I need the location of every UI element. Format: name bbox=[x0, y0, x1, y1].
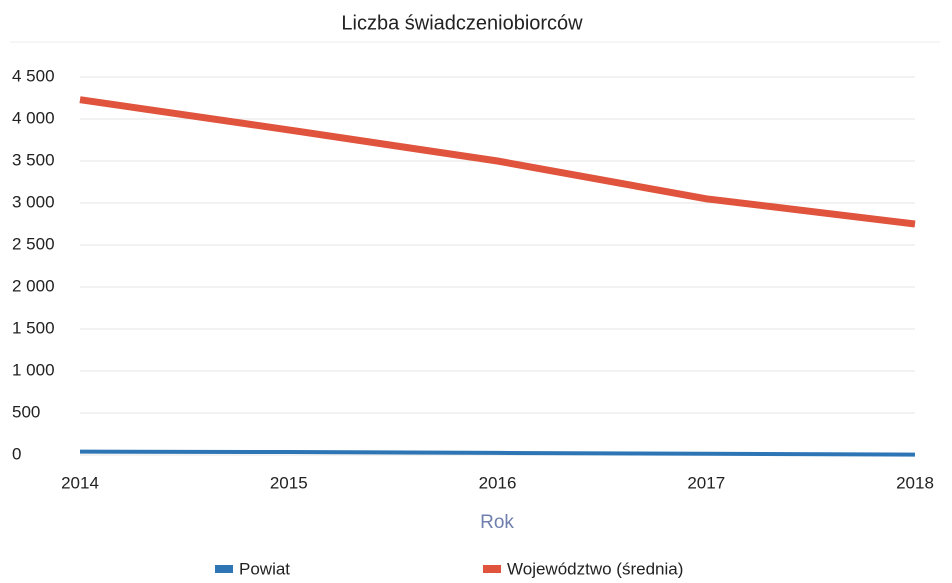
chart-title: Liczba świadczeniobiorców bbox=[341, 12, 583, 34]
y-tick-label: 500 bbox=[12, 402, 40, 421]
legend-label: Powiat bbox=[239, 559, 290, 578]
y-tick-label: 0 bbox=[12, 444, 21, 463]
x-tick-label: 2015 bbox=[270, 473, 308, 492]
legend-swatch bbox=[483, 565, 501, 573]
x-axis-label: Rok bbox=[480, 512, 514, 533]
series-line bbox=[79, 449, 916, 457]
x-tick-label: 2017 bbox=[687, 473, 725, 492]
y-tick-label: 4 500 bbox=[12, 66, 55, 85]
y-tick-label: 1 000 bbox=[12, 360, 55, 379]
legend-swatch bbox=[215, 565, 233, 573]
legend-label: Województwo (średnia) bbox=[507, 559, 683, 578]
x-tick-label: 2014 bbox=[61, 473, 99, 492]
x-tick-label: 2016 bbox=[479, 473, 517, 492]
y-tick-label: 2 500 bbox=[12, 234, 55, 253]
series-line bbox=[79, 96, 916, 228]
y-tick-label: 1 500 bbox=[12, 318, 55, 337]
y-tick-label: 3 000 bbox=[12, 192, 55, 211]
y-tick-label: 2 000 bbox=[12, 276, 55, 295]
x-tick-label: 2018 bbox=[896, 473, 934, 492]
y-tick-label: 4 000 bbox=[12, 108, 55, 127]
y-tick-label: 3 500 bbox=[12, 150, 55, 169]
